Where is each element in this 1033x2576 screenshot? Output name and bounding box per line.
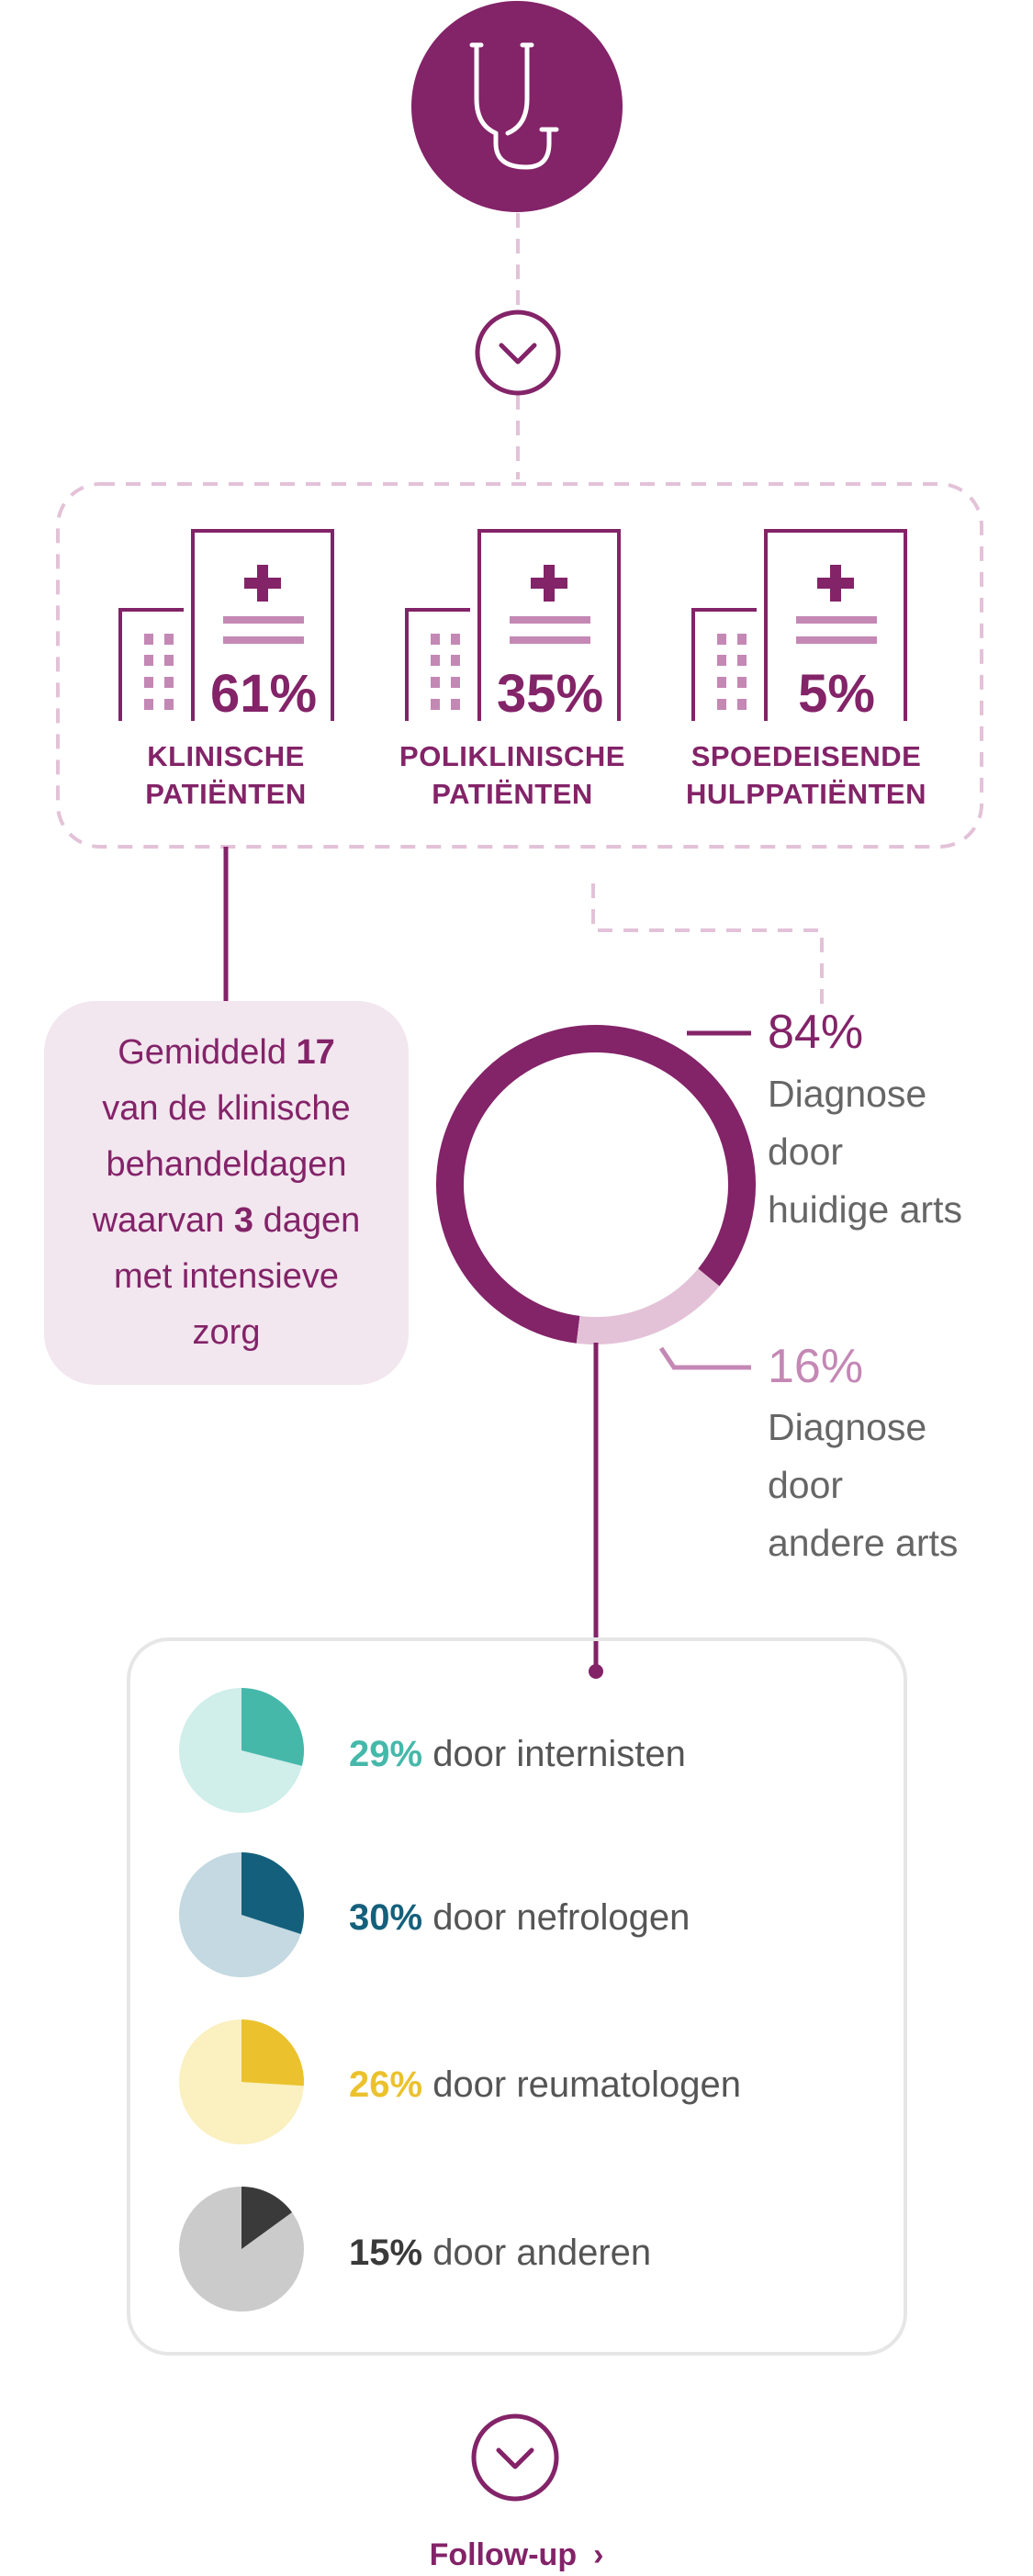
specialist-pie (179, 1852, 304, 1977)
diagnosis-label-line: door (768, 1131, 844, 1173)
specialist-percentage: 29% (349, 1734, 423, 1774)
chevron-right-icon: › (593, 2537, 604, 2572)
connector-line (591, 883, 824, 1010)
patient-type-percentage: 35% (497, 664, 603, 724)
specialist-row: 30% door nefrologen (349, 1895, 690, 1940)
stay-text: waarvan (92, 1201, 234, 1240)
specialist-percentage: 26% (349, 2064, 423, 2105)
pie-slice (241, 1852, 304, 1935)
pie-slice (241, 2187, 293, 2249)
connector-dot (589, 1664, 603, 1679)
patient-type-label: POLIKLINISCHE PATIËNTEN (399, 740, 625, 810)
stethoscope-icon (469, 42, 559, 170)
stay-text: dagen (253, 1201, 361, 1240)
diagnosis-other-label: Diagnose door andere arts (768, 1399, 1033, 1572)
specialist-label: door reumatologen (432, 2064, 741, 2105)
chevron-down-icon (496, 2447, 534, 2469)
diagnosis-label-line: Diagnose (768, 1073, 927, 1115)
intensive-days-number: 3 (233, 1201, 254, 1240)
patient-types-frame (56, 482, 983, 849)
chevron-down-icon (499, 343, 537, 365)
diagnosis-current-percentage: 84% (768, 1006, 864, 1059)
expand-circle (471, 2413, 559, 2502)
specialist-row: 26% door reumatologen (349, 2063, 741, 2107)
expand-circle (475, 309, 561, 396)
diagnosis-label-line: door (768, 1464, 844, 1506)
specialist-pie (179, 2019, 305, 2144)
patient-type-label: KLINISCHE PATIËNTEN (145, 740, 307, 810)
hospital-building-icon: 61% (118, 529, 334, 724)
specialist-pie (179, 1688, 304, 1813)
specialists-card (127, 1637, 907, 2356)
pie-slice (241, 2019, 305, 2087)
patient-type-percentage: 61% (210, 664, 317, 724)
diagnosis-donut (436, 1025, 756, 1344)
diagnosis-current-label: Diagnose door huidige arts (768, 1065, 1033, 1239)
specialist-percentage: 15% (349, 2233, 423, 2273)
specialist-pie (179, 2187, 304, 2312)
hospital-building-icon: 35% (405, 529, 621, 724)
stay-text: behandeldagen (106, 1145, 347, 1184)
stay-text: van de klinische (102, 1089, 351, 1128)
stay-text: Gemiddeld (118, 1033, 297, 1072)
specialist-percentage: 30% (349, 1897, 423, 1938)
specialist-label: door internisten (432, 1734, 686, 1774)
followup-link[interactable]: Follow-up › (0, 2537, 1033, 2573)
stay-text: met intensieve (113, 1257, 339, 1296)
diagnosis-label-line: huidige arts (768, 1188, 962, 1231)
followup-label: Follow-up (429, 2537, 578, 2572)
diagnosis-label-line: andere arts (768, 1522, 959, 1564)
donut-segment (576, 1268, 720, 1344)
donut-segment (436, 1025, 756, 1344)
specialist-label: door anderen (432, 2233, 652, 2273)
patient-type-label: SPOEDEISENDE HULPPATIËNTEN (686, 740, 926, 810)
diagnosis-label-line: Diagnose (768, 1406, 927, 1448)
stethoscope-badge (411, 1, 623, 212)
patient-type-percentage: 5% (798, 664, 875, 724)
pie-slice (241, 1688, 304, 1766)
stay-days-number: 17 (296, 1033, 335, 1072)
specialist-row: 15% door anderen (349, 2231, 651, 2275)
specialist-label: door nefrologen (432, 1897, 691, 1938)
diagnosis-other-percentage: 16% (768, 1340, 864, 1393)
hospital-building-icon: 5% (691, 529, 907, 724)
specialist-row: 29% door internisten (349, 1732, 686, 1776)
stay-text: zorg (192, 1313, 261, 1352)
callout-line (658, 1346, 751, 1370)
treatment-days-box: Gemiddeld 17 van de klinische behandelda… (44, 1001, 409, 1385)
